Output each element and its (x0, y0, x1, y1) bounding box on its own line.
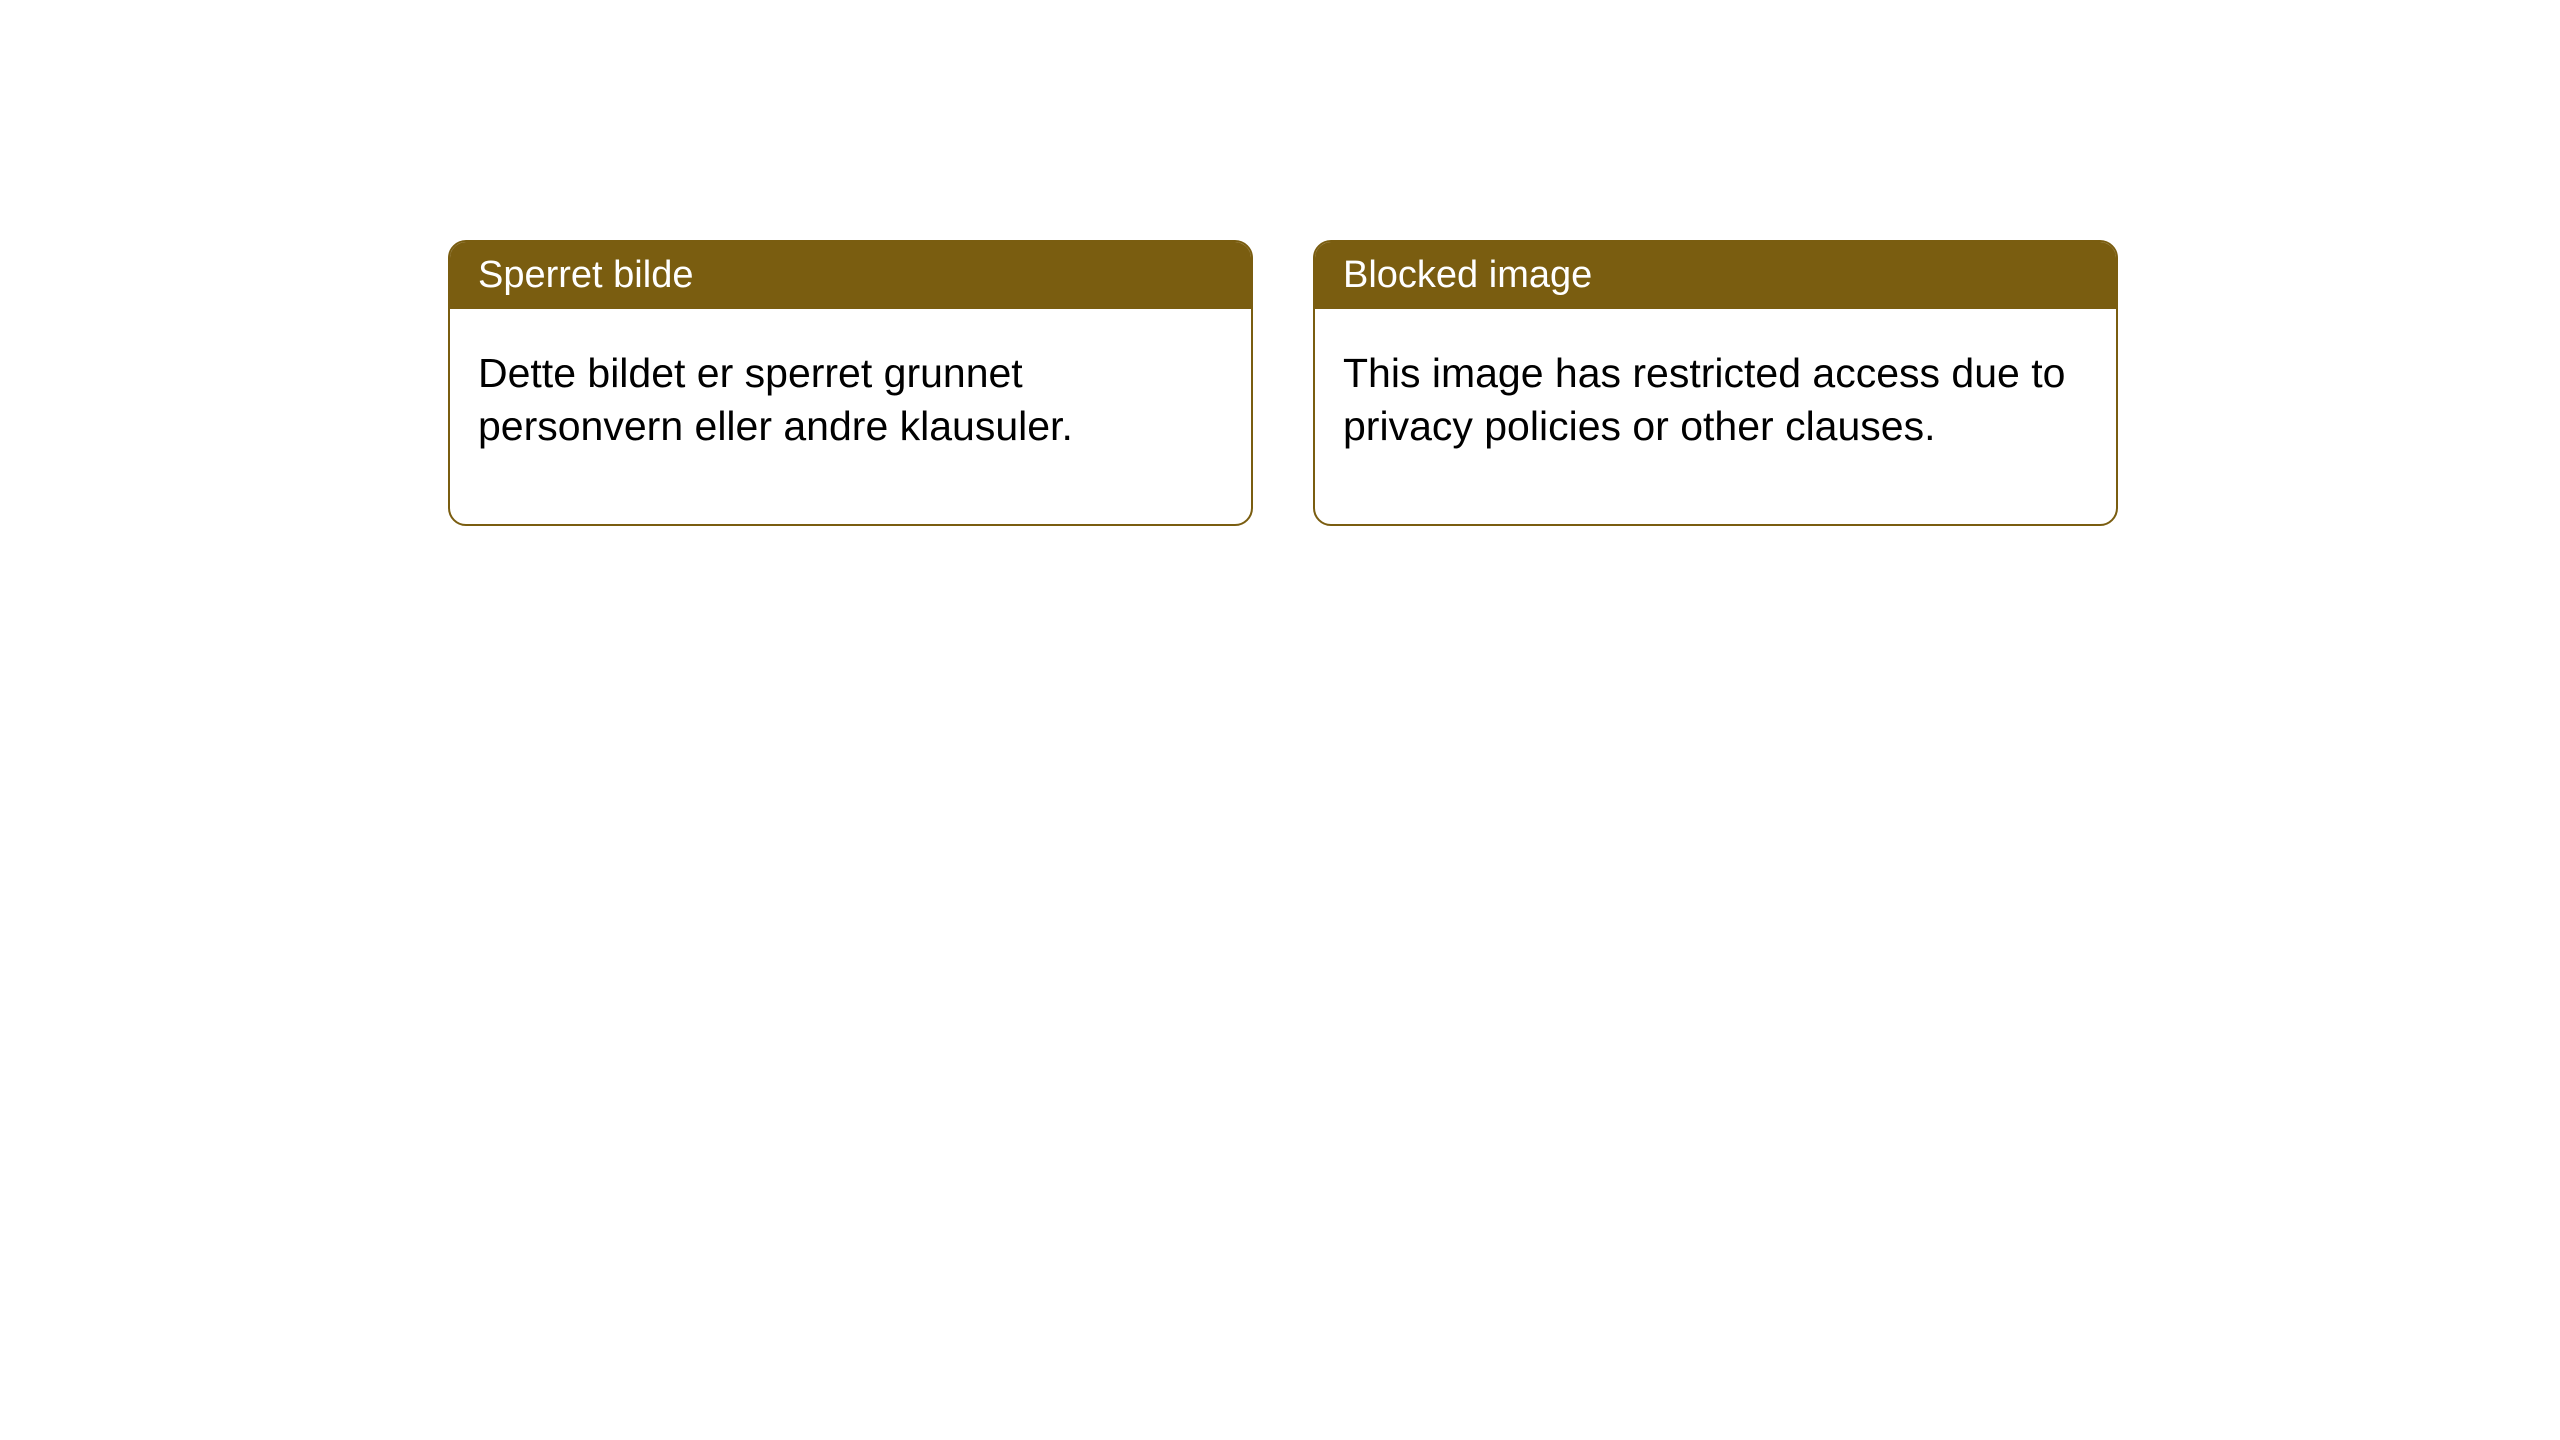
card-title: Blocked image (1343, 254, 1592, 296)
card-body: Dette bildet er sperret grunnet personve… (450, 309, 1251, 524)
notice-card-english: Blocked image This image has restricted … (1313, 240, 2118, 526)
card-header: Sperret bilde (450, 242, 1251, 309)
card-body-text: This image has restricted access due to … (1343, 350, 2065, 449)
card-body-text: Dette bildet er sperret grunnet personve… (478, 350, 1073, 449)
card-body: This image has restricted access due to … (1315, 309, 2116, 524)
card-title: Sperret bilde (478, 254, 693, 296)
card-header: Blocked image (1315, 242, 2116, 309)
notice-card-norwegian: Sperret bilde Dette bildet er sperret gr… (448, 240, 1253, 526)
notice-container: Sperret bilde Dette bildet er sperret gr… (448, 240, 2118, 526)
